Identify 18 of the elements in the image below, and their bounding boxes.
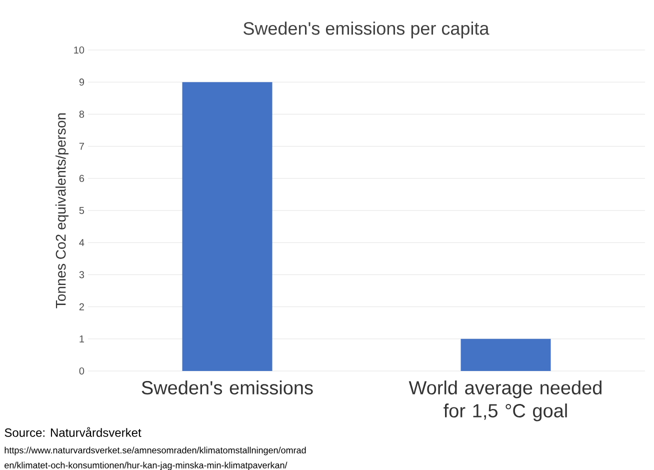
text: https://www.naturvardsverket.se/amnesomraden/klimatomstallningen/omrad	[4, 446, 306, 456]
y-tick-label: 9	[79, 78, 84, 86]
y-tick-label: 6	[79, 174, 84, 182]
y-tick-label: 7	[79, 142, 84, 150]
y-tick-label: 1	[80, 335, 84, 342]
x-tick-label: Sweden's emissions	[142, 380, 313, 394]
y-tick-label: 8	[79, 110, 84, 118]
y-tick-label: 4	[79, 239, 84, 246]
text: en/klimatet-och-konsumtionen/hur-kan-jag-minska-min-klimatpaverkan/	[4, 462, 288, 470]
y-tick-label: 0	[79, 367, 84, 375]
chart-title: Sweden's emissions per capita	[244, 22, 490, 38]
source-note: Source: Naturvårdsverket	[4, 427, 142, 437]
y-tick-label: 10	[74, 46, 84, 54]
x-tick-label: World average needed for 1,5 °C goal	[408, 380, 602, 422]
y-tick-label: 2	[79, 303, 84, 310]
y-axis-title: Tonnes Co2 equivalents/person	[55, 113, 69, 308]
y-tick-label: 3	[79, 271, 84, 278]
y-tick-label: 5	[79, 207, 84, 214]
